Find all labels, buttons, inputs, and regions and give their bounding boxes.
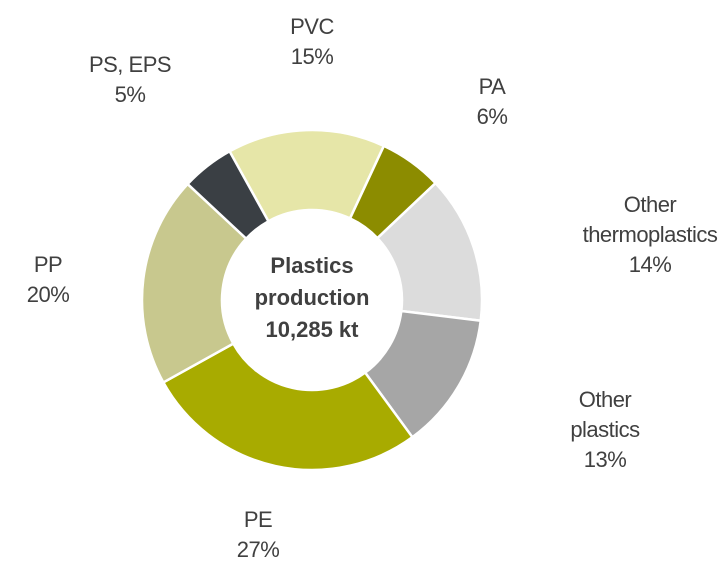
center-line: production bbox=[254, 285, 370, 310]
donut-segment bbox=[140, 182, 248, 385]
category-label: Other plastics bbox=[570, 387, 640, 442]
value-label: 5% bbox=[114, 82, 146, 107]
value-label: 6% bbox=[476, 104, 508, 129]
center-line: 10,285 kt bbox=[265, 317, 359, 342]
value-label: 20% bbox=[26, 282, 70, 307]
category-label: Other thermoplastics bbox=[582, 192, 718, 247]
segment-label: PVC 15% bbox=[252, 12, 372, 72]
donut-segment bbox=[185, 149, 271, 241]
value-label: 27% bbox=[236, 537, 280, 562]
segment-label: Other plastics 13% bbox=[555, 385, 655, 475]
category-label: PS, EPS bbox=[88, 52, 172, 77]
segment-label: PP 20% bbox=[8, 250, 88, 310]
category-label: PA bbox=[478, 74, 506, 99]
value-label: 14% bbox=[628, 252, 672, 277]
value-label: 15% bbox=[290, 44, 334, 69]
segment-label: PE 27% bbox=[218, 505, 298, 565]
donut-segment bbox=[161, 341, 415, 472]
category-label: PE bbox=[243, 507, 273, 532]
segment-label: PA 6% bbox=[452, 72, 532, 132]
center-line: Plastics bbox=[270, 253, 354, 278]
value-label: 13% bbox=[583, 447, 627, 472]
center-label: Plastics production 10,285 kt bbox=[222, 250, 402, 346]
segment-label: Other thermoplastics 14% bbox=[575, 190, 723, 280]
segment-label: PS, EPS 5% bbox=[60, 50, 200, 110]
category-label: PP bbox=[33, 252, 63, 277]
category-label: PVC bbox=[290, 14, 334, 39]
